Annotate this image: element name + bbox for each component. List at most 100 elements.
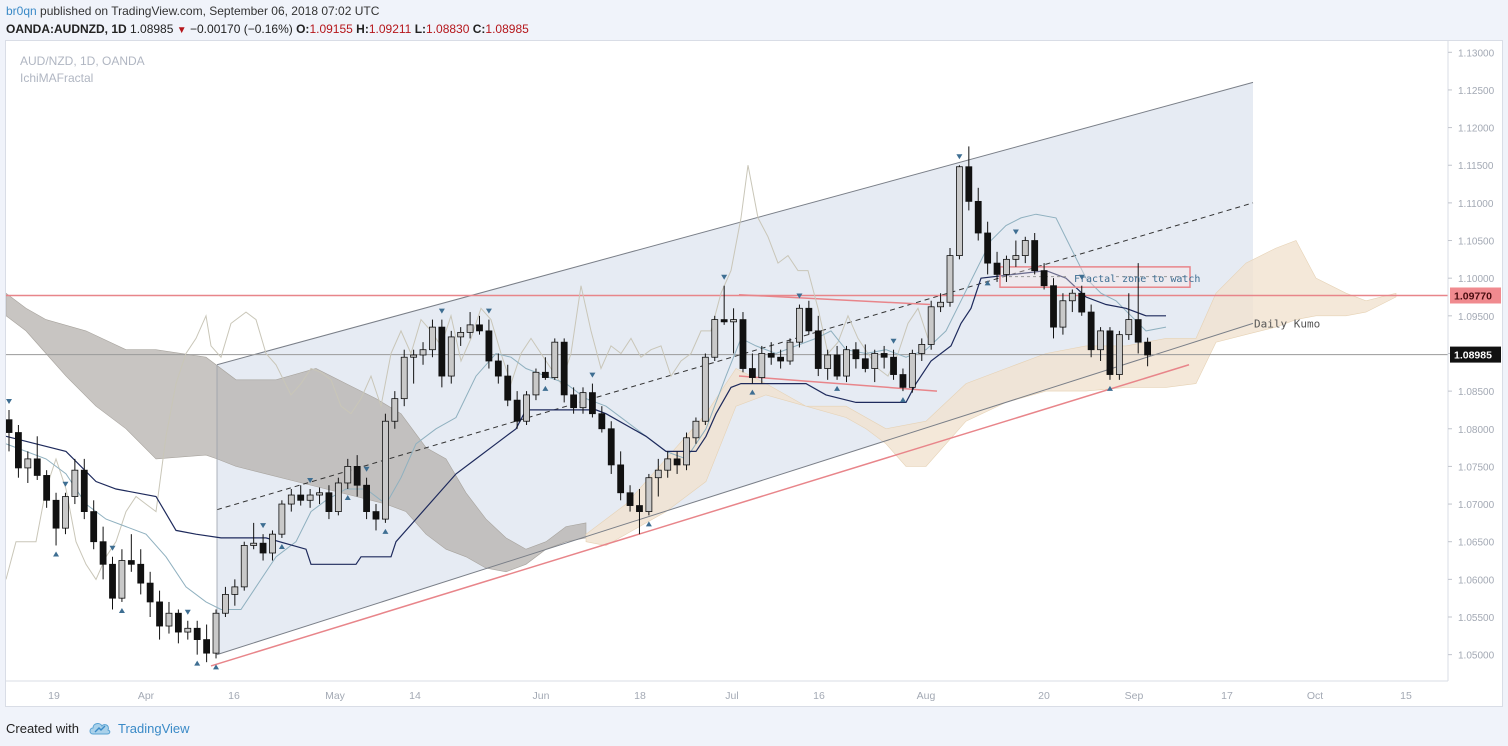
symbol-label: OANDA:AUDNZD, 1D (6, 22, 127, 36)
candle (99, 526, 107, 580)
kijun-line (6, 269, 1166, 565)
candle-body (852, 349, 860, 360)
kumo-annotation: Daily Kumo (1254, 317, 1320, 330)
candle (899, 368, 907, 392)
time-tick-label: 16 (813, 690, 825, 702)
candle (532, 368, 540, 401)
candle (908, 349, 916, 393)
candle-body (212, 612, 220, 654)
candle (720, 285, 728, 325)
time-tick-label: 14 (409, 690, 421, 702)
candle (833, 345, 841, 380)
candle (71, 458, 79, 505)
fractal-up-marker (796, 293, 803, 299)
candle-body (429, 326, 436, 351)
candle (419, 342, 427, 365)
candle (334, 477, 342, 516)
time-tick-label: 20 (1038, 690, 1050, 702)
fractal-down-marker (118, 607, 125, 613)
candle-body (880, 353, 888, 358)
time-tick-label: Oct (1307, 690, 1323, 702)
candle-body (476, 324, 483, 332)
price-axis: 1.13000 1.12500 1.12000 1.11500 1.11000 1.105… (1448, 48, 1495, 662)
candle-body (965, 166, 973, 202)
close-label: C: (472, 22, 486, 36)
chikou-span (6, 165, 929, 581)
candle (43, 470, 51, 508)
candle (174, 609, 182, 644)
candle (250, 522, 258, 550)
candle-body (504, 375, 512, 401)
candle (1106, 327, 1114, 380)
fractal-up-marker (438, 308, 445, 314)
candle (297, 485, 305, 506)
candle (1078, 285, 1086, 316)
candle-body (127, 560, 135, 565)
candle-body (956, 166, 963, 256)
candle-body (316, 492, 323, 496)
price-tick-label: 1.08500 (1458, 387, 1495, 398)
candle-body (80, 469, 88, 512)
candle (701, 353, 709, 425)
candle (109, 556, 116, 610)
candle-body (353, 466, 361, 486)
candle-body (748, 368, 756, 378)
candle-body (899, 374, 907, 388)
candle-body (240, 545, 248, 588)
candle (127, 534, 135, 572)
indicator-label[interactable]: IchiMAFractal (20, 71, 94, 85)
fractal-down-marker (382, 528, 389, 534)
candle-body (193, 627, 201, 640)
candle (269, 530, 276, 561)
candle-body (796, 307, 803, 343)
candle-body (654, 469, 662, 479)
fractal-up-marker (307, 478, 314, 483)
candle-body (1068, 292, 1076, 302)
fractal-up-marker (6, 398, 12, 404)
time-tick-label: Jun (533, 690, 550, 702)
candle (965, 146, 973, 211)
candle-body (777, 356, 785, 362)
candle (1031, 233, 1039, 275)
price-tick-label: 1.12000 (1458, 124, 1495, 135)
price-tick-label: 1.13000 (1458, 48, 1495, 59)
candle-body (52, 499, 60, 529)
candle (673, 451, 681, 474)
price-tick-label: 1.05500 (1458, 613, 1495, 624)
fractal-up-marker (956, 154, 963, 160)
candle (62, 492, 69, 535)
fractal-down-marker (542, 385, 549, 391)
candle (1125, 293, 1133, 340)
fractal-up-marker (260, 523, 267, 529)
candle (1087, 304, 1095, 358)
fractal-down-marker (213, 664, 220, 670)
price-label-bg (1450, 287, 1501, 304)
candle (796, 304, 803, 348)
candle-body (259, 542, 267, 554)
fractal-down-marker (1106, 385, 1113, 391)
chart-panel[interactable]: Fractal zone to watch Daily Kumo 1.13000 1.… (5, 40, 1503, 707)
candle-body (90, 511, 98, 543)
open-label: O: (296, 22, 310, 36)
time-tick-label: 15 (1400, 690, 1412, 702)
publish-header: br0qn published on TradingView.com, Sept… (0, 0, 1508, 40)
candle (956, 165, 963, 260)
candle (1012, 240, 1020, 267)
fractal-zone-box (999, 266, 1191, 288)
tradingview-brand-link[interactable]: TradingView (118, 721, 190, 736)
tradingview-cloud-icon[interactable] (88, 720, 112, 736)
candle-body (523, 394, 530, 422)
candle (165, 601, 173, 634)
candle-body (683, 437, 690, 466)
candle-body (1134, 319, 1142, 343)
candle (381, 413, 389, 523)
candle (429, 319, 436, 358)
resistance-price-label: 1.09770 (1454, 290, 1492, 302)
candle (861, 344, 869, 373)
author-link[interactable]: br0qn (6, 4, 37, 18)
candle-body (372, 511, 380, 520)
fractal-up-marker (1012, 229, 1019, 235)
candle-body (937, 301, 944, 308)
candle-body (118, 560, 126, 599)
